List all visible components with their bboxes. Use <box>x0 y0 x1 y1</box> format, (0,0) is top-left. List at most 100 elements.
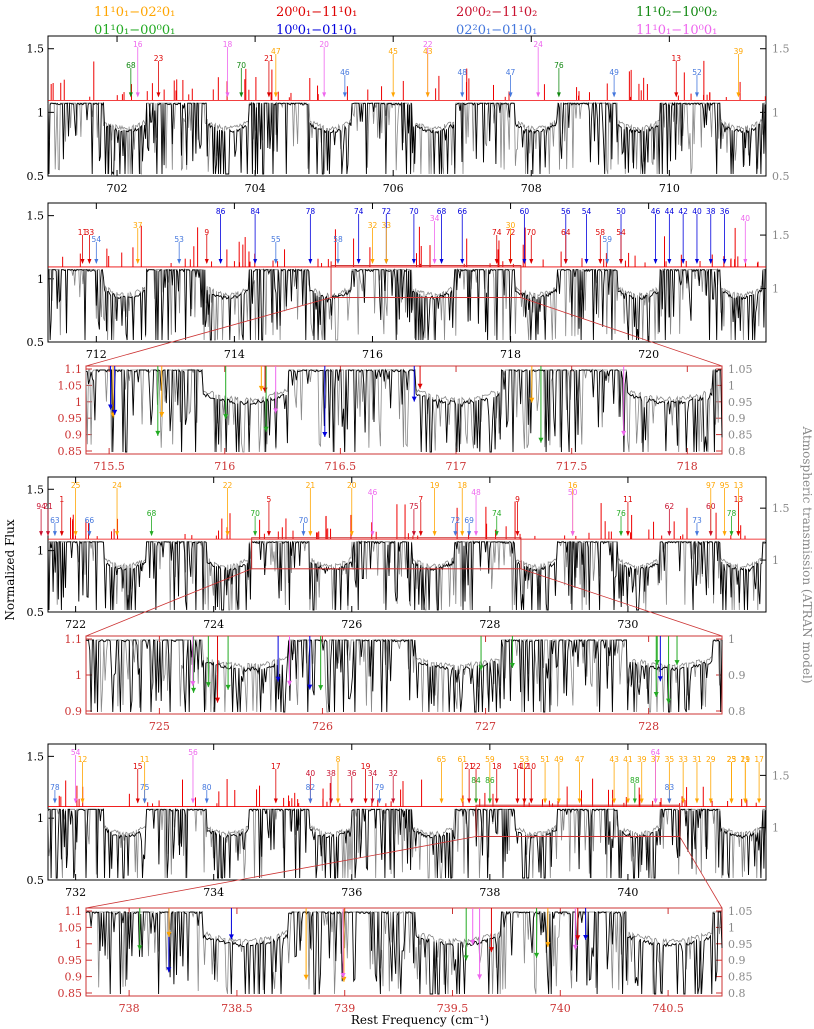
annotation-arrowhead <box>439 798 444 804</box>
observed-line <box>85 638 723 713</box>
annotation-arrowhead <box>149 531 154 537</box>
annotation-arrowhead <box>743 258 748 264</box>
atran-line <box>47 102 766 175</box>
annotation-label: 38 <box>326 769 336 778</box>
zoom-annotation-arrowhead <box>166 967 172 973</box>
annotation-arrowhead <box>301 531 306 537</box>
atran-line <box>86 911 722 995</box>
annotation-label: 74 <box>492 509 502 518</box>
annotation-label: 39 <box>734 47 744 56</box>
annotation-label: 36 <box>347 769 357 778</box>
x-tick-label: 714 <box>224 348 245 361</box>
annotation-arrowhead <box>52 798 57 804</box>
annotation-label: 88 <box>630 776 640 785</box>
annotation-label: 23 <box>727 755 737 764</box>
y-tick-label-left: 1 <box>37 545 44 558</box>
annotation-label: 58 <box>333 235 343 244</box>
annotation-label: 56 <box>561 207 571 216</box>
annotation-arrowhead <box>73 531 78 537</box>
annotation-label: 74 <box>354 207 364 216</box>
annotation-label: 46 <box>368 488 378 497</box>
annotation-arrowhead <box>619 531 624 537</box>
annotation-label: 19 <box>741 755 751 764</box>
annotation-label: 95 <box>720 481 730 490</box>
zoom-annotation-arrowhead <box>477 974 483 980</box>
zoom-annotation-arrowhead <box>583 935 589 941</box>
y-tick-label-left: 0.85 <box>58 445 83 458</box>
annotation-label: 37 <box>133 221 143 230</box>
annotation-arrowhead <box>584 258 589 264</box>
annotation-label: 69 <box>464 516 474 525</box>
y-tick-label-left: 1 <box>37 106 44 119</box>
annotation-label: 48 <box>471 488 481 497</box>
annotation-label: 33 <box>678 755 688 764</box>
annotation-label: 51 <box>540 755 550 764</box>
annotation-arrowhead <box>335 798 340 804</box>
annotation-arrowhead <box>708 798 713 804</box>
annotation-arrowhead <box>536 92 541 98</box>
annotation-arrowhead <box>52 531 57 537</box>
annotation-label: 40 <box>692 207 702 216</box>
annotation-label: 44 <box>665 207 675 216</box>
annotation-arrowhead <box>308 258 313 264</box>
observed-line <box>85 368 723 453</box>
annotation-arrowhead <box>273 258 278 264</box>
annotation-label: 56 <box>188 748 198 757</box>
annotation-label: 74 <box>492 228 502 237</box>
annotation-arrowhead <box>667 798 672 804</box>
zoom-annotation-arrowhead <box>275 676 281 682</box>
observed-line <box>85 910 723 995</box>
legend-band-4: 20⁰0₂−11¹0₂ <box>456 5 537 20</box>
annotation-label: 53 <box>520 755 530 764</box>
annotation-arrowhead <box>177 258 182 264</box>
annotation-label: 60 <box>520 207 530 216</box>
annotation-arrowhead <box>736 92 741 98</box>
annotation-arrowhead <box>370 258 375 264</box>
annotation-arrowhead <box>612 92 617 98</box>
annotation-label: 12 <box>78 755 88 764</box>
y-tick-label-left: 0.95 <box>58 412 83 425</box>
observed-line <box>47 807 767 879</box>
annotation-label: 49 <box>609 68 619 77</box>
annotation-label: 64 <box>651 748 661 757</box>
annotation-arrowhead <box>619 258 624 264</box>
legend-band-1: 01¹0₁−00⁰0₁ <box>94 23 175 38</box>
zoom-annotation-arrowhead <box>538 437 544 443</box>
y-tick-label-left: 1.5 <box>27 750 45 763</box>
annotation-label: 35 <box>665 755 675 764</box>
annotation-arrowhead <box>156 92 161 98</box>
annotation-label: 78 <box>727 509 737 518</box>
y-tick-label-right: 0.85 <box>728 429 753 442</box>
observed-line <box>47 101 767 176</box>
annotation-arrowhead <box>204 798 209 804</box>
annotation-label: 21 <box>306 481 316 490</box>
zoom-annotation-arrowhead <box>307 684 313 690</box>
annotation-label: 50 <box>568 488 578 497</box>
annotation-arrowhead <box>729 531 734 537</box>
y-tick-label-left: 1.1 <box>65 633 83 646</box>
annotation-arrowhead <box>460 92 465 98</box>
zoom-annotation-arrowhead <box>108 404 114 410</box>
annotation-label: 66 <box>457 207 467 216</box>
annotation-label: 36 <box>720 207 730 216</box>
annotation-label: 29 <box>706 755 716 764</box>
zoom-annotation-arrowhead <box>223 414 229 420</box>
annotation-arrowhead <box>543 798 548 804</box>
annotation-arrowhead <box>515 798 520 804</box>
zoom-annotation-arrowhead <box>287 680 293 686</box>
annotation-label: 25 <box>71 481 81 490</box>
annotation-label: 76 <box>616 509 626 518</box>
annotation-arrowhead <box>743 798 748 804</box>
annotation-label: 53 <box>174 235 184 244</box>
legend-band-7: 11¹0₁−10⁰0₁ <box>636 23 717 38</box>
annotation-label: 66 <box>85 516 95 525</box>
x-axis-title: Rest Frequency (cm⁻¹) <box>351 1013 489 1027</box>
annotation-arrowhead <box>239 92 244 98</box>
annotation-label: 80 <box>202 783 212 792</box>
x-tick-label: 740 <box>617 886 638 899</box>
annotation-label: 32 <box>368 221 378 230</box>
annotation-label: 30 <box>506 221 516 230</box>
annotation-label: 20 <box>319 40 329 49</box>
annotation-label: 40 <box>306 769 316 778</box>
zoom-annotation-arrowhead <box>166 931 172 937</box>
